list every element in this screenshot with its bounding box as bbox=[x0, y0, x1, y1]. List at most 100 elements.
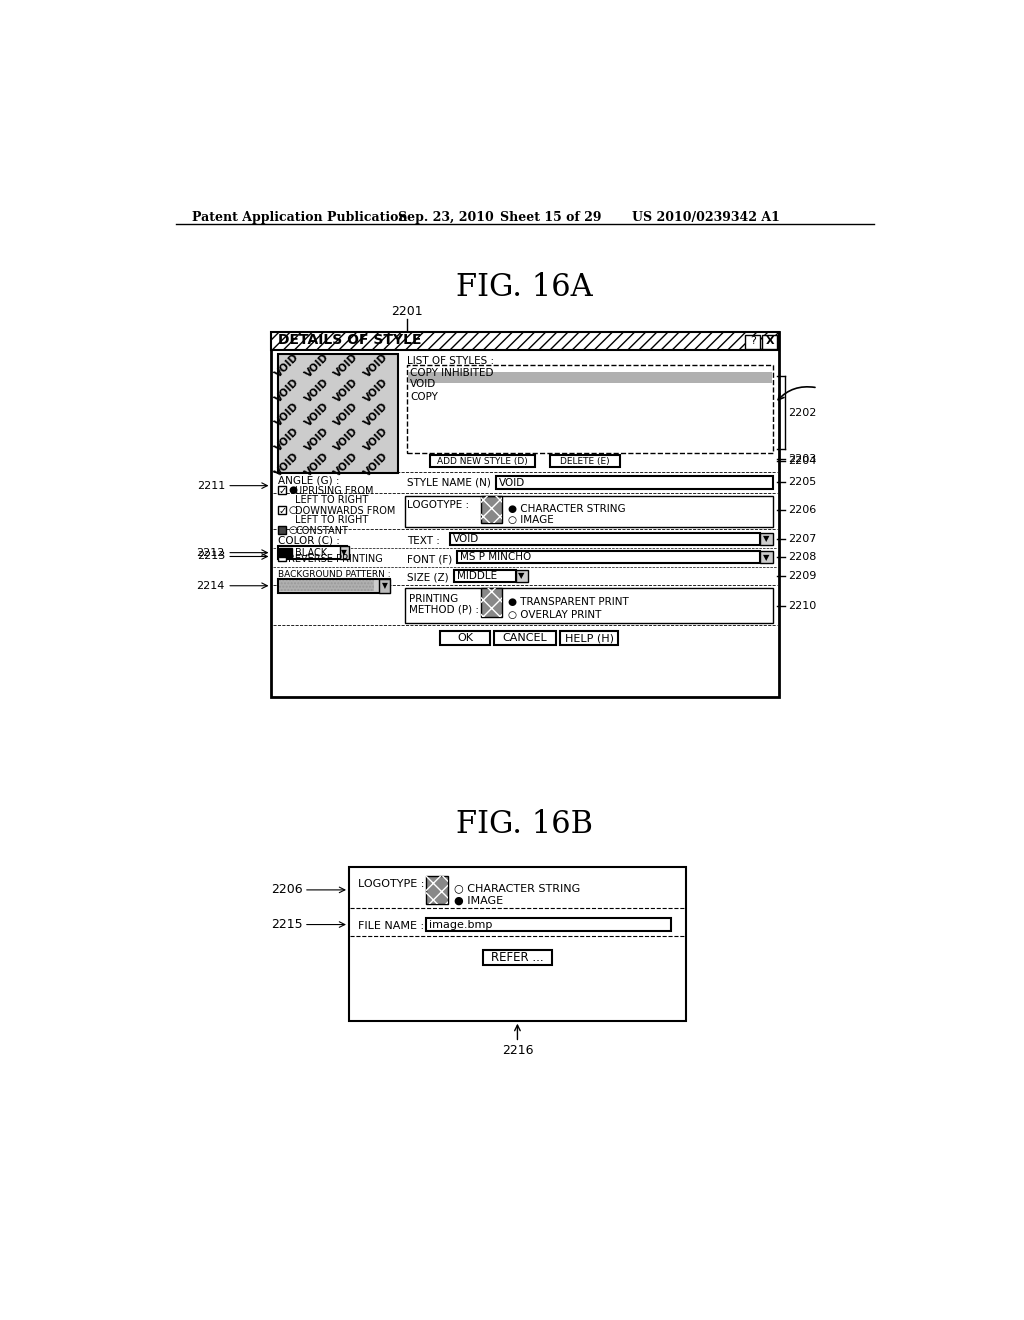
Text: 2204: 2204 bbox=[788, 455, 817, 466]
Bar bbox=[379, 578, 390, 593]
Text: METHOD (P) :: METHOD (P) : bbox=[409, 605, 478, 615]
Text: LIST OF STYLES :: LIST OF STYLES : bbox=[407, 355, 495, 366]
Text: DOWNWARDS FROM: DOWNWARDS FROM bbox=[295, 507, 395, 516]
Text: 2201: 2201 bbox=[391, 305, 423, 318]
Bar bbox=[406, 589, 773, 623]
Text: 2211: 2211 bbox=[197, 480, 225, 491]
Text: ANGLE (G) :: ANGLE (G) : bbox=[278, 475, 339, 486]
Bar bbox=[550, 455, 621, 467]
Text: DETAILS OF STYLE: DETAILS OF STYLE bbox=[278, 333, 421, 347]
Text: VOID: VOID bbox=[333, 351, 360, 379]
Text: VOID: VOID bbox=[362, 425, 390, 453]
Bar bbox=[408, 372, 772, 383]
Text: VOID: VOID bbox=[273, 425, 301, 453]
Text: VOID: VOID bbox=[362, 351, 390, 379]
Text: ▼: ▼ bbox=[763, 535, 770, 544]
Text: VOID: VOID bbox=[273, 450, 301, 478]
Bar bbox=[440, 631, 490, 645]
Text: MIDDLE: MIDDLE bbox=[457, 570, 497, 581]
Text: Sheet 15 of 29: Sheet 15 of 29 bbox=[500, 211, 601, 224]
Text: 2214: 2214 bbox=[197, 581, 225, 591]
Text: FIG. 16A: FIG. 16A bbox=[457, 272, 593, 304]
Text: ▼: ▼ bbox=[382, 581, 387, 590]
Text: MS P MINCHO: MS P MINCHO bbox=[461, 552, 531, 562]
Text: ADD NEW STYLE (D): ADD NEW STYLE (D) bbox=[437, 457, 528, 466]
Text: COLOR (C) :: COLOR (C) : bbox=[278, 536, 339, 545]
Text: ● TRANSPARENT PRINT: ● TRANSPARENT PRINT bbox=[508, 598, 629, 607]
Text: REFER ...: REFER ... bbox=[492, 952, 544, 964]
Bar bbox=[271, 331, 779, 350]
Bar bbox=[278, 486, 286, 494]
Bar bbox=[560, 631, 618, 645]
Bar bbox=[482, 950, 552, 965]
Text: PRINTING: PRINTING bbox=[409, 594, 458, 605]
Text: 2209: 2209 bbox=[788, 570, 817, 581]
Bar bbox=[278, 506, 286, 515]
Text: 2213: 2213 bbox=[197, 552, 225, 561]
Bar bbox=[480, 496, 503, 523]
Text: LOGOTYPE :: LOGOTYPE : bbox=[358, 879, 425, 890]
Bar bbox=[450, 532, 761, 545]
Bar bbox=[761, 552, 773, 564]
Text: image.bmp: image.bmp bbox=[429, 920, 493, 929]
Text: 2208: 2208 bbox=[788, 552, 817, 562]
Text: ✓: ✓ bbox=[279, 507, 287, 516]
Text: CANCEL: CANCEL bbox=[503, 634, 548, 643]
Text: VOID: VOID bbox=[303, 351, 331, 379]
Text: ▼: ▼ bbox=[763, 553, 770, 562]
Text: CONSTANT: CONSTANT bbox=[295, 527, 348, 536]
Bar bbox=[454, 570, 515, 582]
Text: 2215: 2215 bbox=[270, 917, 302, 931]
Text: 2207: 2207 bbox=[788, 533, 817, 544]
Text: VOID: VOID bbox=[273, 376, 301, 404]
Text: 2206: 2206 bbox=[788, 504, 816, 515]
Bar bbox=[280, 548, 292, 557]
Text: ▼: ▼ bbox=[341, 548, 347, 557]
Text: VOID: VOID bbox=[333, 401, 360, 429]
Bar bbox=[407, 364, 773, 453]
Text: ○: ○ bbox=[289, 525, 297, 536]
Text: VOID: VOID bbox=[273, 351, 301, 379]
Text: VOID: VOID bbox=[453, 533, 479, 544]
Text: ▼: ▼ bbox=[518, 572, 525, 581]
Text: X: X bbox=[765, 335, 774, 346]
Bar bbox=[762, 335, 777, 348]
Bar bbox=[280, 581, 375, 591]
Text: 2205: 2205 bbox=[788, 477, 816, 487]
Text: VOID: VOID bbox=[333, 450, 360, 478]
Bar bbox=[480, 589, 503, 618]
Text: BACKGROUND PATTERN :: BACKGROUND PATTERN : bbox=[278, 570, 390, 578]
Text: ○ CHARACTER STRING: ○ CHARACTER STRING bbox=[454, 884, 580, 894]
Text: OK: OK bbox=[457, 634, 473, 643]
Bar bbox=[761, 532, 773, 545]
Bar bbox=[430, 455, 535, 467]
Text: US 2010/0239342 A1: US 2010/0239342 A1 bbox=[632, 211, 779, 224]
Text: 2210: 2210 bbox=[788, 601, 816, 611]
Text: BLACK: BLACK bbox=[295, 548, 327, 557]
Text: FILE NAME :: FILE NAME : bbox=[358, 921, 424, 931]
Text: VOID: VOID bbox=[362, 450, 390, 478]
Bar bbox=[426, 876, 449, 904]
Bar bbox=[278, 525, 286, 535]
Bar bbox=[495, 631, 556, 645]
Text: TEXT :: TEXT : bbox=[407, 536, 440, 545]
Text: 2216: 2216 bbox=[502, 1044, 534, 1057]
Text: VOID: VOID bbox=[273, 401, 301, 429]
Text: ○ IMAGE: ○ IMAGE bbox=[508, 515, 554, 525]
Text: 2212: 2212 bbox=[197, 548, 225, 557]
Text: COPY: COPY bbox=[410, 392, 438, 401]
Text: 2203: 2203 bbox=[788, 454, 816, 465]
Text: SIZE (Z) :: SIZE (Z) : bbox=[407, 573, 456, 582]
Text: VOID: VOID bbox=[410, 379, 436, 388]
Bar bbox=[515, 570, 528, 582]
Text: VOID: VOID bbox=[303, 376, 331, 404]
Text: STYLE NAME (N) :: STYLE NAME (N) : bbox=[407, 478, 498, 487]
Text: HELP (H): HELP (H) bbox=[564, 634, 613, 643]
Text: VOID: VOID bbox=[333, 425, 360, 453]
Bar bbox=[744, 335, 761, 348]
Bar bbox=[496, 477, 773, 488]
Bar bbox=[278, 546, 347, 558]
Text: VOID: VOID bbox=[500, 478, 525, 487]
Bar bbox=[480, 589, 503, 618]
Text: FIG. 16B: FIG. 16B bbox=[457, 809, 593, 840]
